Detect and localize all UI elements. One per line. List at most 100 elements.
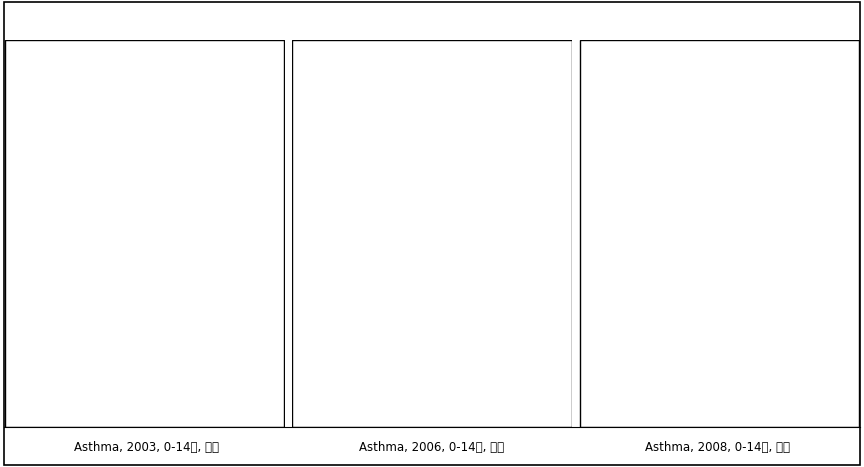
Bar [365, 102, 383, 120]
Bar [465, 153, 481, 170]
Bar [481, 272, 498, 290]
Bar [653, 170, 670, 187]
Bar [686, 255, 702, 272]
Ellipse shape [619, 372, 668, 397]
Bar [785, 187, 801, 205]
Bar [111, 102, 128, 120]
Bar [399, 85, 416, 102]
Bar [448, 272, 465, 290]
Bar [768, 221, 785, 239]
Bar [498, 136, 514, 153]
Bar [481, 187, 498, 205]
Bar [111, 239, 128, 255]
Bar [144, 221, 161, 239]
Bar [448, 120, 465, 136]
Bar [448, 306, 465, 324]
Bar [416, 239, 432, 255]
Bar [79, 221, 95, 239]
Bar [399, 136, 416, 153]
Bar [604, 221, 620, 239]
Bar [46, 239, 62, 255]
Bar [448, 170, 465, 187]
Bar [432, 205, 448, 221]
Bar [432, 221, 448, 239]
Bar [432, 68, 448, 85]
Bar [161, 187, 177, 205]
Bar [702, 153, 719, 170]
Bar [95, 255, 111, 272]
Bar [29, 187, 46, 205]
Bar [46, 102, 62, 120]
Bar [128, 290, 144, 306]
Bar [79, 85, 95, 102]
Bar [785, 205, 801, 221]
Bar [653, 68, 670, 85]
Bar [686, 170, 702, 187]
Bar [686, 239, 702, 255]
Bar [714, 287, 727, 298]
Bar [448, 239, 465, 255]
Bar [177, 136, 194, 153]
Bar [177, 221, 194, 239]
Bar [768, 136, 785, 153]
Bar [139, 273, 152, 284]
Bar [144, 136, 161, 153]
Bar [481, 102, 498, 120]
Bar [79, 68, 95, 85]
Bar [714, 273, 727, 284]
Bar [62, 255, 79, 272]
Bar [95, 272, 111, 290]
Bar [177, 153, 194, 170]
Bar [333, 120, 349, 136]
Bar [785, 221, 801, 239]
Bar [144, 239, 161, 255]
Bar [498, 170, 514, 187]
Bar [144, 85, 161, 102]
Bar [194, 136, 210, 153]
Bar [383, 102, 399, 120]
Bar [670, 136, 686, 153]
Bar [95, 306, 111, 324]
Bar [719, 239, 735, 255]
Bar [416, 324, 432, 340]
Bar [365, 239, 383, 255]
Bar [210, 239, 226, 255]
Bar [383, 68, 399, 85]
Bar [416, 290, 432, 306]
Bar [670, 272, 686, 290]
Bar [333, 239, 349, 255]
Bar [653, 120, 670, 136]
Text: Asthma: Asthma [139, 256, 176, 267]
Bar [686, 290, 702, 306]
Text: 290 - 493: 290 - 493 [732, 302, 775, 311]
Bar [752, 187, 768, 205]
Bar [128, 85, 144, 102]
Bar [365, 205, 383, 221]
Bar [177, 205, 194, 221]
Bar [95, 120, 111, 136]
Text: Asthma, 2003, 0-14세, 입원: Asthma, 2003, 0-14세, 입원 [74, 441, 219, 454]
Bar [383, 239, 399, 255]
Bar [448, 255, 465, 272]
Bar [653, 290, 670, 306]
Bar [95, 153, 111, 170]
Bar [383, 324, 399, 340]
Bar [383, 290, 399, 306]
Bar [481, 205, 498, 221]
Bar [399, 272, 416, 290]
Bar [653, 221, 670, 239]
Bar [735, 255, 752, 272]
Bar [161, 290, 177, 306]
Bar [653, 272, 670, 290]
Bar [637, 136, 653, 153]
Bar [686, 187, 702, 205]
Bar [719, 255, 735, 272]
Bar [144, 170, 161, 187]
Bar [177, 85, 194, 102]
Bar [139, 301, 152, 312]
Bar [128, 170, 144, 187]
Text: 191 - 289: 191 - 289 [444, 288, 487, 297]
Bar [785, 170, 801, 187]
Bar [161, 205, 177, 221]
Bar [161, 239, 177, 255]
